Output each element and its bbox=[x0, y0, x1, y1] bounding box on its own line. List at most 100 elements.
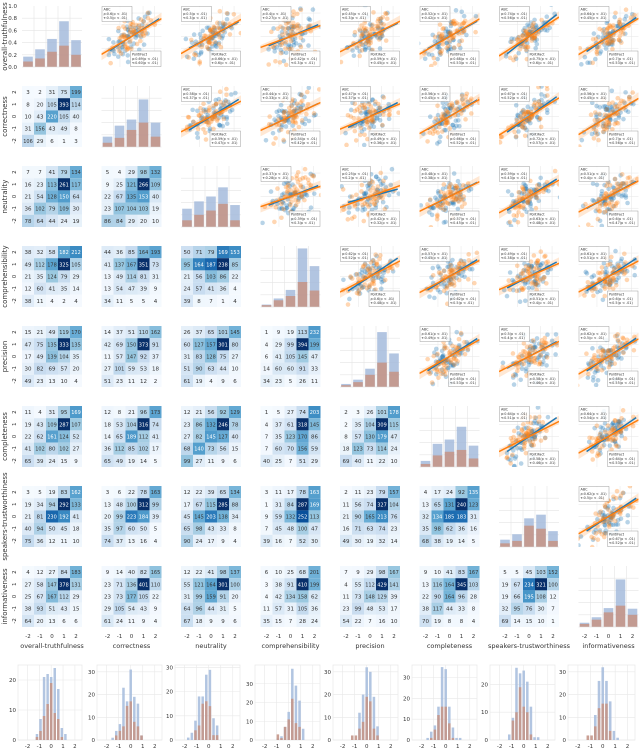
scatter-point-b bbox=[185, 114, 191, 120]
scatter-point-b bbox=[463, 117, 468, 122]
heatmap-cell-label: 105 bbox=[47, 102, 57, 108]
heatmap-cell bbox=[22, 326, 34, 339]
histogram-bar-b bbox=[579, 623, 590, 627]
heatmap-cell bbox=[340, 522, 352, 535]
heatmap-cell-label: 49 bbox=[49, 330, 56, 336]
scatter-point-a bbox=[440, 353, 446, 358]
histogram-bar-a bbox=[35, 49, 45, 67]
heatmap-cell-label: 29 bbox=[128, 170, 135, 176]
scatter-point-b bbox=[348, 274, 353, 279]
scatter-point-b bbox=[512, 129, 517, 135]
heatmap-cell bbox=[70, 534, 82, 547]
heatmap-cell-label: 69 bbox=[49, 367, 56, 373]
heatmap-cell bbox=[260, 418, 273, 431]
heatmap-cell bbox=[296, 442, 309, 455]
scatter-point-b bbox=[530, 345, 536, 351]
heatmap-cell bbox=[296, 602, 309, 615]
histogram-bar-a bbox=[150, 122, 161, 147]
heatmap-cell-label: 20 bbox=[232, 595, 239, 601]
scatter-point-a bbox=[525, 104, 531, 110]
heatmap-cell bbox=[181, 522, 193, 535]
heatmap-cell bbox=[467, 590, 480, 603]
heatmap-cell bbox=[149, 338, 162, 351]
scatter-point-b bbox=[383, 38, 389, 43]
histogram-bar-b bbox=[365, 374, 375, 387]
heatmap-cell-label: 7 bbox=[38, 170, 42, 176]
heatmap-cell bbox=[181, 350, 193, 363]
heatmap-cell-label: 99 bbox=[184, 459, 191, 465]
scatter-point-b bbox=[535, 183, 540, 188]
heatmap-cell-label: 29 bbox=[104, 607, 111, 613]
scatter-point-b bbox=[623, 7, 629, 13]
heatmap-cell-label: 16 bbox=[343, 527, 350, 533]
heatmap-cell-label: 40 bbox=[152, 195, 159, 201]
heatmap-cell bbox=[34, 326, 46, 339]
heatmap-cell-label: 119 bbox=[59, 330, 69, 336]
scatter-point-b bbox=[305, 177, 311, 183]
heatmap-cell bbox=[46, 122, 58, 135]
heatmap-cell bbox=[217, 406, 229, 419]
scatter-point-b bbox=[216, 41, 222, 47]
heatmap-cell bbox=[388, 442, 400, 455]
heatmap-cell bbox=[388, 430, 400, 443]
heatmap-cell bbox=[229, 362, 241, 375]
heatmap-cell-label: 60 bbox=[275, 367, 282, 373]
heatmap-cell-label: 84 bbox=[116, 219, 123, 225]
histogram-bar-b bbox=[35, 58, 45, 67]
heatmap-cell-label: 182 bbox=[59, 250, 69, 256]
heatmap-cell bbox=[149, 326, 162, 339]
scatter-point-b bbox=[331, 225, 336, 230]
heatmap-cell-label: 99 bbox=[287, 342, 294, 348]
scatter-point-b bbox=[522, 28, 527, 33]
scatter-point-b bbox=[600, 124, 606, 129]
heatmap-cell bbox=[113, 350, 126, 363]
heatmap-cell bbox=[431, 498, 444, 511]
heatmap-cell-label: 9 bbox=[209, 619, 213, 625]
heatmap-cell-label: 131 bbox=[71, 582, 81, 588]
scatter-point-a bbox=[311, 191, 317, 196]
heatmap-cell-label: 212 bbox=[71, 250, 81, 256]
heatmap-cell bbox=[149, 590, 162, 603]
heatmap-cell bbox=[364, 430, 376, 443]
heatmap-cell bbox=[229, 442, 241, 455]
scatter-point-b bbox=[545, 259, 551, 264]
scatter-point-b bbox=[509, 39, 514, 45]
annotation-tau: τ:0.37(p < .01) bbox=[342, 96, 369, 100]
histogram-bar-a bbox=[182, 208, 192, 227]
scatter-point-b bbox=[446, 201, 451, 207]
heatmap-cell-label: 65 bbox=[220, 490, 227, 496]
heatmap-cell bbox=[340, 566, 352, 579]
heatmap-cell bbox=[260, 510, 273, 523]
heatmap-cell bbox=[181, 282, 193, 295]
scatter-point-b bbox=[171, 50, 176, 55]
heatmap-cell bbox=[217, 498, 229, 511]
heatmap-cell-label: 25 bbox=[287, 570, 294, 576]
scatter-point-a bbox=[582, 54, 588, 60]
heatmap-cell-label: 31 bbox=[152, 275, 159, 281]
heatmap-cell-label: 29 bbox=[311, 459, 318, 465]
heatmap-cell-label: 132 bbox=[206, 422, 216, 428]
heatmap-cell bbox=[205, 282, 217, 295]
scatter-point-b bbox=[299, 118, 305, 123]
heatmap-cell bbox=[149, 534, 162, 547]
heatmap-cell-label: 11 bbox=[263, 607, 270, 613]
heatmap-cell bbox=[467, 510, 480, 523]
heatmap-cell-label: 8 bbox=[448, 619, 452, 625]
heatmap-cell bbox=[308, 442, 321, 455]
heatmap-cell bbox=[125, 454, 138, 467]
scatter-point-b bbox=[439, 202, 444, 208]
heatmap-cell bbox=[388, 566, 400, 579]
heatmap-cell bbox=[193, 418, 205, 431]
scatter-point-a bbox=[347, 205, 352, 210]
heatmap-cell-label: 3 bbox=[265, 490, 269, 496]
scatter-point-b bbox=[514, 117, 520, 123]
scatter-point-b bbox=[452, 267, 457, 273]
heatmap-cell bbox=[113, 614, 126, 627]
scatter-point-b bbox=[304, 111, 309, 117]
heatmap-cell-label: 35 bbox=[275, 435, 282, 441]
heatmap-cell bbox=[352, 498, 364, 511]
annotation-tau: τ:0.56(p < .01) bbox=[501, 16, 528, 20]
